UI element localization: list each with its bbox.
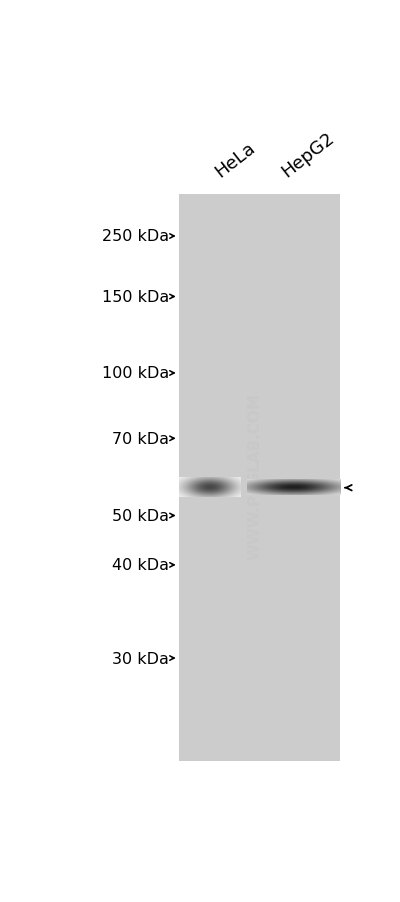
- Text: 70 kDa: 70 kDa: [112, 431, 169, 446]
- Text: 50 kDa: 50 kDa: [112, 509, 169, 523]
- Text: 150 kDa: 150 kDa: [102, 290, 169, 305]
- Text: HeLa: HeLa: [211, 139, 258, 181]
- Text: 40 kDa: 40 kDa: [112, 557, 169, 573]
- Text: WWW.PTGLAB.COM: WWW.PTGLAB.COM: [247, 393, 262, 560]
- Text: 250 kDa: 250 kDa: [102, 229, 169, 244]
- Bar: [179, 195, 340, 761]
- Text: HepG2: HepG2: [278, 129, 337, 181]
- Text: 30 kDa: 30 kDa: [112, 651, 169, 666]
- Text: 100 kDa: 100 kDa: [102, 366, 169, 381]
